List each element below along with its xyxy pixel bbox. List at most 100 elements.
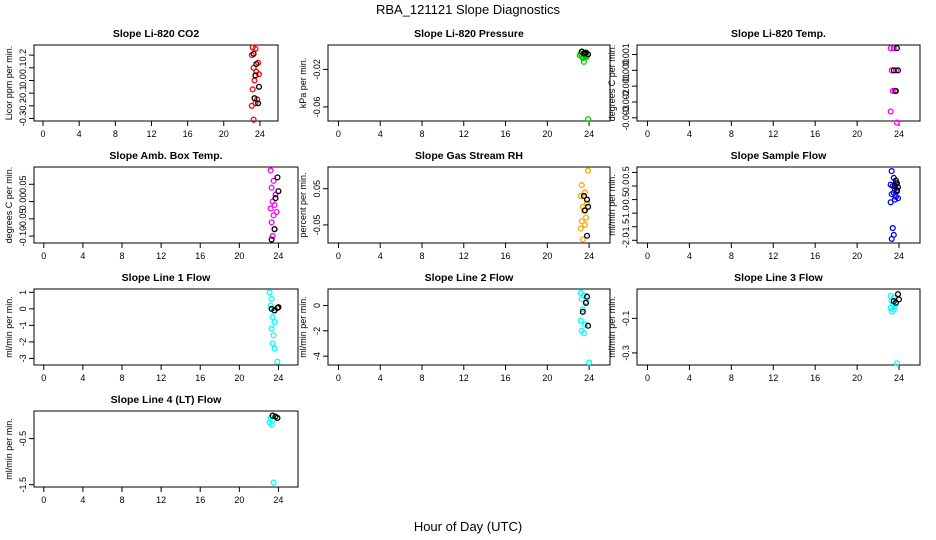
- y-tick-label: -2: [18, 338, 28, 346]
- x-tick-label: 12: [768, 373, 778, 383]
- x-tick-label: 0: [645, 129, 650, 139]
- x-tick-label: 20: [852, 373, 862, 383]
- x-tick-label: 24: [273, 373, 283, 383]
- x-tick-label: 20: [542, 129, 552, 139]
- x-tick-label: 12: [459, 251, 469, 261]
- data-point-black: [274, 174, 281, 181]
- data-point-red: [249, 86, 256, 93]
- data-point-black: [583, 293, 591, 300]
- data-point-magenta: [273, 208, 280, 215]
- y-tick-label: -2: [312, 327, 322, 335]
- data-point-black: [579, 308, 586, 315]
- x-tick-label: 4: [687, 129, 692, 139]
- x-tick-label: 12: [768, 251, 778, 261]
- panel-title: Slope Line 1 Flow: [122, 272, 212, 284]
- data-point-cyan: [580, 330, 587, 337]
- data-point-blue: [894, 195, 902, 202]
- data-point-cyan: [274, 358, 281, 365]
- x-tick-label: 8: [119, 495, 124, 505]
- x-tick-label: 8: [419, 251, 424, 261]
- y-tick-label: 1: [18, 290, 28, 295]
- data-point-red: [251, 77, 258, 84]
- figure-xlabel: Hour of Day (UTC): [414, 519, 522, 534]
- y-tick-label: -0.2: [18, 98, 28, 114]
- x-tick-label: 0: [645, 373, 650, 383]
- y-tick-label: 0.0: [18, 74, 28, 87]
- data-point-orange: [581, 189, 588, 196]
- data-point-black: [895, 296, 903, 303]
- panel-title: Slope Line 4 (LT) Flow: [111, 394, 222, 406]
- y-tick-label: 0.2: [18, 49, 28, 62]
- panel-title: Slope Sample Flow: [731, 150, 828, 162]
- data-point-cyan: [268, 325, 275, 332]
- x-tick-label: 4: [77, 129, 82, 139]
- x-tick-label: 4: [80, 251, 85, 261]
- y-tick-label: -0.05: [18, 209, 28, 230]
- x-tick-label: 16: [501, 251, 511, 261]
- x-tick-label: 20: [542, 373, 552, 383]
- y-tick-label: 0.000: [621, 59, 631, 82]
- y-axis-label: ml/min per min.: [4, 296, 14, 358]
- x-tick-label: 4: [687, 251, 692, 261]
- panel-title: Slope Li-820 CO2: [113, 28, 200, 40]
- plot-frame: [327, 166, 611, 244]
- data-point-magenta: [270, 177, 277, 184]
- x-tick-label: 0: [336, 251, 341, 261]
- y-tick-label: -1.5: [621, 219, 631, 235]
- data-point-orange: [582, 214, 590, 221]
- data-point-magenta: [893, 119, 900, 126]
- x-tick-label: 12: [459, 373, 469, 383]
- panel-3: Slope Li-820 Temp.0 4 8 12 16 20 24-0.003-0.00…: [607, 28, 921, 139]
- x-tick-label: 0: [336, 373, 341, 383]
- x-tick-label: 24: [894, 129, 904, 139]
- data-point-cyan: [268, 295, 275, 302]
- data-point-cyan: [270, 479, 277, 486]
- data-point-green: [585, 116, 592, 123]
- data-point-black: [894, 67, 902, 74]
- panel-8: Slope Line 2 Flow 0 4 8 12 16 20 24 -4 -2 0 ml/min …: [298, 272, 611, 383]
- x-tick-label: 4: [378, 129, 383, 139]
- x-tick-label: 0: [41, 495, 46, 505]
- data-point-black: [582, 299, 590, 306]
- data-point-black: [892, 87, 899, 94]
- data-point-black: [585, 51, 592, 58]
- panel-title: Slope Line 2 Flow: [425, 272, 515, 284]
- data-point-magenta: [267, 205, 274, 212]
- data-point-magenta: [889, 87, 896, 94]
- data-point-black: [583, 232, 591, 239]
- x-tick-label: 20: [234, 251, 244, 261]
- x-tick-label: 12: [156, 373, 166, 383]
- x-tick-label: 24: [584, 129, 594, 139]
- x-tick-label: 4: [80, 495, 85, 505]
- panel-5: Slope Gas Stream RH 0 4 8 12 16 20 24 -0.05 0.05 p…: [298, 150, 611, 261]
- x-tick-label: 20: [234, 373, 244, 383]
- y-tick-label: -0.3: [18, 111, 28, 127]
- y-tick-label: -1.5: [18, 477, 28, 493]
- y-tick-label: 0: [312, 303, 322, 308]
- y-axis-label: degrees C per min.: [4, 167, 14, 244]
- x-tick-label: 4: [378, 251, 383, 261]
- plot-frame: [33, 166, 299, 244]
- plot-frame: [636, 288, 921, 366]
- data-point-blue: [887, 199, 894, 206]
- y-axis-label: degrees C per min.: [607, 45, 617, 122]
- x-tick-label: 16: [183, 129, 193, 139]
- data-point-black: [271, 226, 278, 233]
- data-point-black: [585, 203, 592, 210]
- x-tick-label: 0: [41, 129, 46, 139]
- data-point-orange: [581, 221, 588, 228]
- panel-6: Slope Sample Flow 0 4 8 12 16 20 24 -2.0-1.5-1.0…: [607, 150, 921, 261]
- data-point-magenta: [892, 67, 899, 74]
- y-tick-label: 0.001: [621, 43, 631, 66]
- x-tick-label: 12: [768, 129, 778, 139]
- plot-frame: [636, 44, 921, 122]
- data-point-cyan: [270, 332, 277, 339]
- x-tick-label: 12: [156, 251, 166, 261]
- data-point-green: [580, 58, 587, 65]
- figure-title: RBA_121121 Slope Diagnostics: [376, 2, 561, 17]
- data-point-orange: [577, 225, 584, 232]
- panel-title: Slope Gas Stream RH: [415, 150, 523, 162]
- x-tick-label: 24: [584, 251, 594, 261]
- y-tick-label: 0.05: [312, 180, 322, 198]
